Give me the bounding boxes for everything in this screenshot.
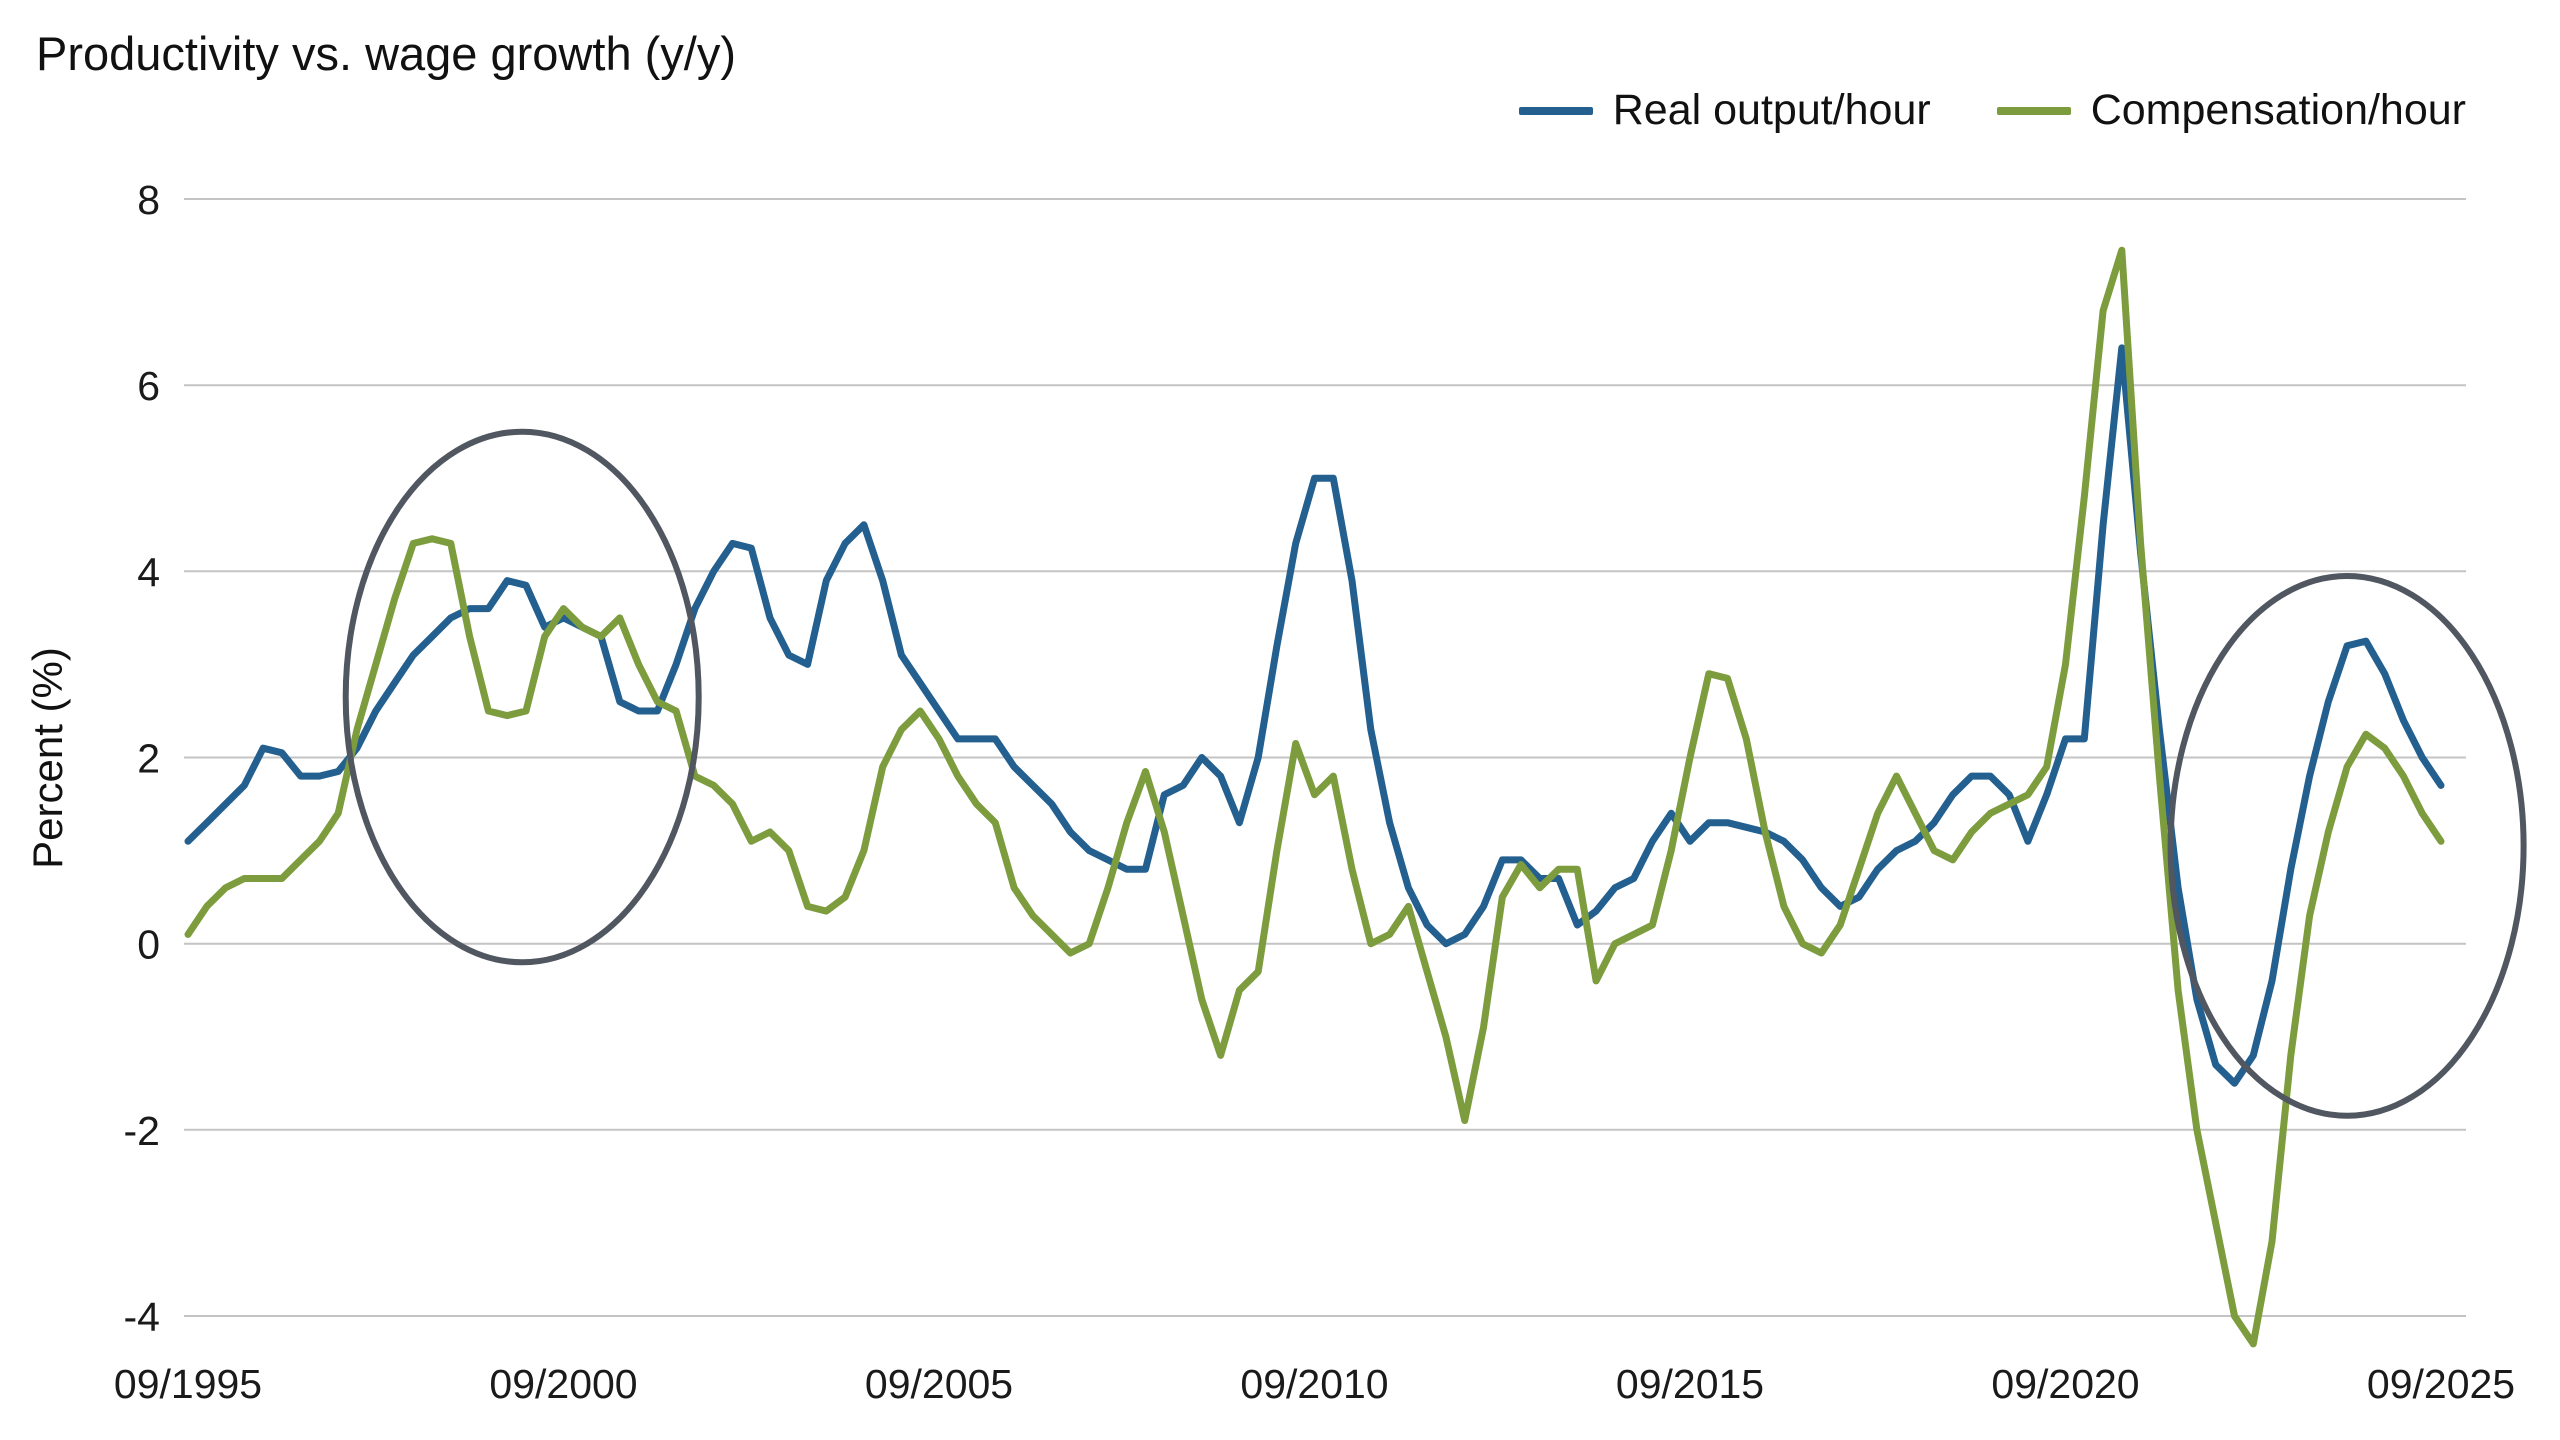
x-tick-label: 09/2005 — [865, 1361, 1013, 1407]
legend: Real output/hour Compensation/hour — [1518, 86, 2466, 135]
legend-swatch-real-output — [1518, 106, 1593, 115]
legend-label-compensation: Compensation/hour — [2090, 86, 2466, 134]
legend-swatch-compensation — [1996, 106, 2071, 115]
y-tick-label: 6 — [137, 363, 160, 409]
legend-item-compensation: Compensation/hour — [1996, 86, 2466, 135]
y-tick-label: 0 — [137, 922, 160, 968]
legend-item-real-output: Real output/hour — [1518, 86, 1931, 135]
annotation-ellipse — [342, 428, 702, 966]
x-tick-label: 09/2000 — [489, 1361, 637, 1407]
x-tick-label: 09/2015 — [1616, 1361, 1764, 1407]
legend-label-real-output: Real output/hour — [1612, 86, 1931, 134]
y-tick-label: -2 — [124, 1108, 160, 1154]
x-tick-label: 09/2025 — [2367, 1361, 2515, 1407]
series-line-compensation — [184, 246, 2445, 1348]
x-tick-label: 09/1995 — [114, 1361, 262, 1407]
annotation-ellipse — [2167, 573, 2527, 1119]
y-tick-label: 2 — [137, 736, 160, 782]
series-line-real-output — [184, 344, 2445, 1087]
x-tick-label: 09/2010 — [1240, 1361, 1388, 1407]
chart-title: Productivity vs. wage growth (y/y) — [36, 27, 736, 80]
y-tick-label: 4 — [137, 549, 160, 595]
y-tick-label: 8 — [137, 177, 160, 223]
y-tick-label: -4 — [124, 1294, 160, 1340]
x-tick-label: 09/2020 — [1991, 1361, 2139, 1407]
